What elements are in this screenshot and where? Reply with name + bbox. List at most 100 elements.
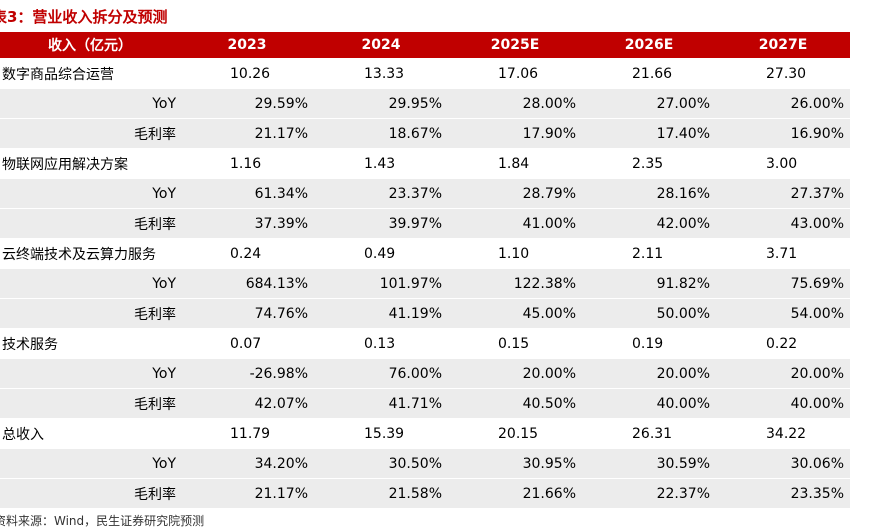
- header-cell: 2026E: [624, 37, 674, 53]
- value-cell: 3.00: [766, 155, 798, 172]
- value-cell: 74.76%: [254, 305, 308, 322]
- segment-row: 数字商品综合运营 10.26 13.33 17.06 21.66 27.30: [0, 59, 850, 89]
- value-cell: 39.97%: [388, 215, 442, 232]
- value-cell: 1.43: [364, 155, 396, 172]
- value-cell: 17.90%: [522, 125, 576, 142]
- value-cell: 54.00%: [790, 305, 844, 322]
- value-cell: 30.95%: [522, 455, 576, 472]
- metric-row: 毛利率 37.39% 39.97% 41.00% 42.00% 43.00%: [0, 209, 850, 239]
- value-cell: 1.16: [230, 155, 262, 172]
- header-cell: 2025E: [490, 37, 540, 53]
- table: 收入（亿元） 2023 2024 2025E 2026E 2027E 数字商品综合运营 10.…: [0, 32, 850, 509]
- value-cell: 26.31: [632, 425, 673, 442]
- value-cell: 29.59%: [254, 95, 308, 112]
- value-cell: 41.00%: [522, 215, 576, 232]
- value-cell: 17.06: [498, 65, 539, 82]
- value-cell: 43.00%: [790, 215, 844, 232]
- value-cell: 76.00%: [388, 365, 442, 382]
- value-cell: 61.34%: [254, 185, 308, 202]
- metric-row: YoY 29.59% 29.95% 28.00% 27.00% 26.00%: [0, 89, 850, 119]
- value-cell: 27.37%: [790, 185, 844, 202]
- value-cell: 40.00%: [656, 395, 710, 412]
- metric-row: 毛利率 42.07% 41.71% 40.50% 40.00% 40.00%: [0, 389, 850, 419]
- value-cell: 26.00%: [790, 95, 844, 112]
- row-label: 毛利率: [134, 216, 176, 233]
- value-cell: 41.71%: [388, 395, 442, 412]
- segment-row: 技术服务 0.07 0.13 0.15 0.19 0.22: [0, 329, 850, 359]
- row-label: 物联网应用解决方案: [2, 156, 128, 173]
- value-cell: 30.06%: [790, 455, 844, 472]
- value-cell: 75.69%: [790, 275, 844, 292]
- header-cell: 2023: [227, 37, 267, 53]
- value-cell: 0.07: [230, 335, 262, 352]
- value-cell: 11.79: [230, 425, 271, 442]
- value-cell: 17.40%: [656, 125, 710, 142]
- header-cell: 2027E: [758, 37, 808, 53]
- row-label: 云终端技术及云算力服务: [2, 246, 156, 263]
- row-label: 技术服务: [2, 336, 58, 353]
- value-cell: 28.00%: [522, 95, 576, 112]
- metric-row: YoY 61.34% 23.37% 28.79% 28.16% 27.37%: [0, 179, 850, 209]
- value-cell: 0.24: [230, 245, 262, 262]
- value-cell: 23.37%: [388, 185, 442, 202]
- value-cell: 45.00%: [522, 305, 576, 322]
- value-cell: 10.26: [230, 65, 271, 82]
- value-cell: 2.11: [632, 245, 664, 262]
- header-cell: 2024: [361, 37, 401, 53]
- value-cell: 23.35%: [790, 485, 844, 502]
- value-cell: 28.16%: [656, 185, 710, 202]
- value-cell: 27.30: [766, 65, 807, 82]
- segment-row: 物联网应用解决方案 1.16 1.43 1.84 2.35 3.00: [0, 149, 850, 179]
- value-cell: 101.97%: [379, 275, 442, 292]
- row-label: 毛利率: [134, 396, 176, 413]
- value-cell: 41.19%: [388, 305, 442, 322]
- value-cell: 34.20%: [254, 455, 308, 472]
- row-label: YoY: [152, 455, 176, 472]
- value-cell: 18.67%: [388, 125, 442, 142]
- value-cell: 0.15: [498, 335, 530, 352]
- value-cell: -26.98%: [249, 365, 308, 382]
- row-label: 毛利率: [134, 486, 176, 503]
- value-cell: 21.17%: [254, 485, 308, 502]
- value-cell: 15.39: [364, 425, 405, 442]
- value-cell: 0.49: [364, 245, 396, 262]
- value-cell: 20.00%: [656, 365, 710, 382]
- value-cell: 27.00%: [656, 95, 710, 112]
- value-cell: 21.66%: [522, 485, 576, 502]
- value-cell: 1.10: [498, 245, 530, 262]
- table-title: 表3：营业收入拆分及预测: [0, 8, 168, 26]
- value-cell: 29.95%: [388, 95, 442, 112]
- value-cell: 50.00%: [656, 305, 710, 322]
- row-label: 毛利率: [134, 306, 176, 323]
- value-cell: 2.35: [632, 155, 664, 172]
- row-label: 总收入: [2, 426, 44, 443]
- value-cell: 684.13%: [245, 275, 308, 292]
- value-cell: 21.17%: [254, 125, 308, 142]
- value-cell: 21.58%: [388, 485, 442, 502]
- header-cell: 收入（亿元）: [48, 38, 132, 54]
- value-cell: 34.22: [766, 425, 807, 442]
- metric-row: YoY -26.98% 76.00% 20.00% 20.00% 20.00%: [0, 359, 850, 389]
- value-cell: 42.00%: [656, 215, 710, 232]
- row-label: 数字商品综合运营: [2, 66, 114, 83]
- value-cell: 30.59%: [656, 455, 710, 472]
- value-cell: 30.50%: [388, 455, 442, 472]
- value-cell: 22.37%: [656, 485, 710, 502]
- value-cell: 91.82%: [656, 275, 710, 292]
- value-cell: 20.00%: [522, 365, 576, 382]
- value-cell: 20.15: [498, 425, 539, 442]
- segment-row: 云终端技术及云算力服务 0.24 0.49 1.10 2.11 3.71: [0, 239, 850, 269]
- row-label: YoY: [152, 365, 176, 382]
- value-cell: 21.66: [632, 65, 673, 82]
- value-cell: 122.38%: [513, 275, 576, 292]
- metric-row: YoY 684.13% 101.97% 122.38% 91.82% 75.69%: [0, 269, 850, 299]
- metric-row: YoY 34.20% 30.50% 30.95% 30.59% 30.06%: [0, 449, 850, 479]
- segment-row: 总收入 11.79 15.39 20.15 26.31 34.22: [0, 419, 850, 449]
- header-row: 收入（亿元） 2023 2024 2025E 2026E 2027E: [0, 32, 850, 59]
- value-cell: 13.33: [364, 65, 405, 82]
- value-cell: 0.19: [632, 335, 664, 352]
- value-cell: 42.07%: [254, 395, 308, 412]
- row-label: YoY: [152, 95, 176, 112]
- row-label: 毛利率: [134, 126, 176, 143]
